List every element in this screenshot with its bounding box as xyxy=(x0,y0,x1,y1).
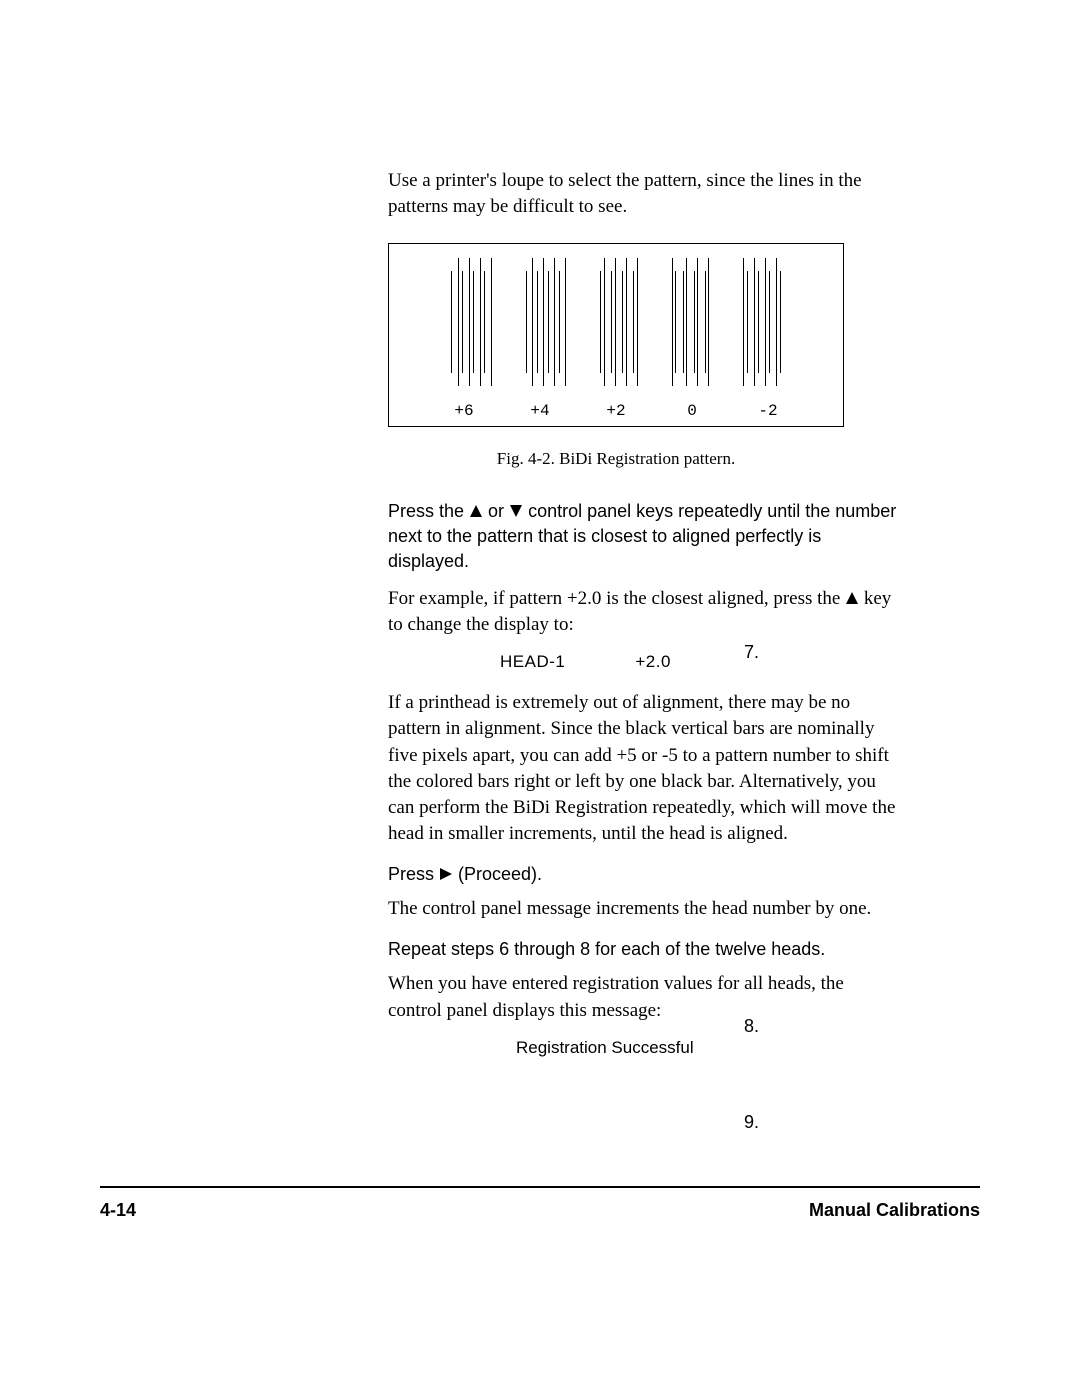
pattern-labels: +6 +4 +2 0 -2 xyxy=(389,402,843,420)
pattern-bar xyxy=(559,271,560,373)
pattern-bar xyxy=(615,258,616,386)
pattern-bar xyxy=(708,258,709,386)
pattern-bar xyxy=(600,271,601,373)
display-head-label: HEAD-1 xyxy=(500,652,565,671)
pattern-bar xyxy=(694,271,695,373)
pattern-bar xyxy=(554,258,555,386)
page-footer: 4-14 Manual Calibrations xyxy=(100,1200,980,1221)
section-title: Manual Calibrations xyxy=(809,1200,980,1221)
pattern-bar xyxy=(484,271,485,373)
step-7-instruction: Press the or control panel keys repeated… xyxy=(388,499,898,573)
pattern-label: +4 xyxy=(519,402,561,420)
pattern-bar xyxy=(686,258,687,386)
pattern-bar xyxy=(548,271,549,373)
step-9-instruction: Repeat steps 6 through 8 for each of the… xyxy=(388,937,898,962)
pattern-group xyxy=(451,258,492,386)
pattern-bar xyxy=(705,271,706,373)
pattern-bar xyxy=(743,258,744,386)
pattern-bar xyxy=(451,271,452,373)
pattern-bar xyxy=(543,258,544,386)
pattern-bar xyxy=(611,271,612,373)
down-arrow-icon xyxy=(509,504,523,518)
up-arrow-icon xyxy=(469,504,483,518)
pattern-group xyxy=(743,258,781,386)
pattern-label: 0 xyxy=(671,402,713,420)
page: Use a printer's loupe to select the patt… xyxy=(0,0,1080,1397)
step-9-after: When you have entered registration value… xyxy=(388,971,898,1023)
step-number-9: 9. xyxy=(744,1110,759,1134)
panel-display-registration-successful: Registration Successful xyxy=(516,1038,898,1058)
footer-rule xyxy=(100,1186,980,1188)
step-7-long-paragraph: If a printhead is extremely out of align… xyxy=(388,690,898,847)
pattern-label: +2 xyxy=(595,402,637,420)
pattern-bar xyxy=(458,258,459,386)
panel-display-head1: HEAD-1 +2.0 xyxy=(500,652,898,672)
pattern-label: +6 xyxy=(443,402,485,420)
pattern-bar xyxy=(765,258,766,386)
pattern-bar xyxy=(626,258,627,386)
pattern-bar xyxy=(637,258,638,386)
figure-caption: Fig. 4-2. BiDi Registration pattern. xyxy=(388,449,844,469)
pattern-group xyxy=(526,258,566,386)
step-number-8: 8. xyxy=(744,1014,759,1038)
pattern-bar xyxy=(769,271,770,373)
pattern-bar xyxy=(683,271,684,373)
pattern-group xyxy=(672,258,709,386)
pattern-bar xyxy=(532,258,533,386)
pattern-bar xyxy=(780,271,781,373)
pattern-bar xyxy=(473,271,474,373)
display-head-value: +2.0 xyxy=(635,652,671,671)
pattern-bar xyxy=(526,271,527,373)
step-7-example: For example, if pattern +2.0 is the clos… xyxy=(388,586,898,638)
step-8-instruction: Press (Proceed). xyxy=(388,862,898,887)
step-number-7: 7. xyxy=(744,640,759,664)
pattern-bar xyxy=(697,258,698,386)
pattern-bar xyxy=(462,271,463,373)
pattern-bar xyxy=(633,271,634,373)
pattern-bar xyxy=(758,271,759,373)
pattern-bar xyxy=(675,271,676,373)
pattern-bar xyxy=(672,258,673,386)
pattern-bar xyxy=(622,271,623,373)
pattern-bar xyxy=(469,258,470,386)
intro-paragraph: Use a printer's loupe to select the patt… xyxy=(388,168,898,219)
pattern-bar xyxy=(754,258,755,386)
pattern-bar xyxy=(491,258,492,386)
pattern-bar xyxy=(604,258,605,386)
text: or xyxy=(483,501,509,521)
pattern-bar xyxy=(565,258,566,386)
pattern-bar xyxy=(537,271,538,373)
pattern-bar xyxy=(747,271,748,373)
content-column: Use a printer's loupe to select the patt… xyxy=(388,168,898,1058)
text: (Proceed). xyxy=(453,864,542,884)
text: For example, if pattern +2.0 is the clos… xyxy=(388,588,845,609)
text: Press the xyxy=(388,501,469,521)
text: Press xyxy=(388,864,439,884)
pattern-bar xyxy=(480,258,481,386)
pattern-label: -2 xyxy=(747,402,789,420)
up-arrow-icon xyxy=(845,591,859,605)
page-number: 4-14 xyxy=(100,1200,136,1221)
registration-pattern-figure: +6 +4 +2 0 -2 xyxy=(388,243,844,427)
pattern-strip xyxy=(389,258,843,386)
right-arrow-icon xyxy=(439,867,453,881)
pattern-bar xyxy=(776,258,777,386)
pattern-group xyxy=(600,258,638,386)
step-8-after: The control panel message increments the… xyxy=(388,896,898,922)
